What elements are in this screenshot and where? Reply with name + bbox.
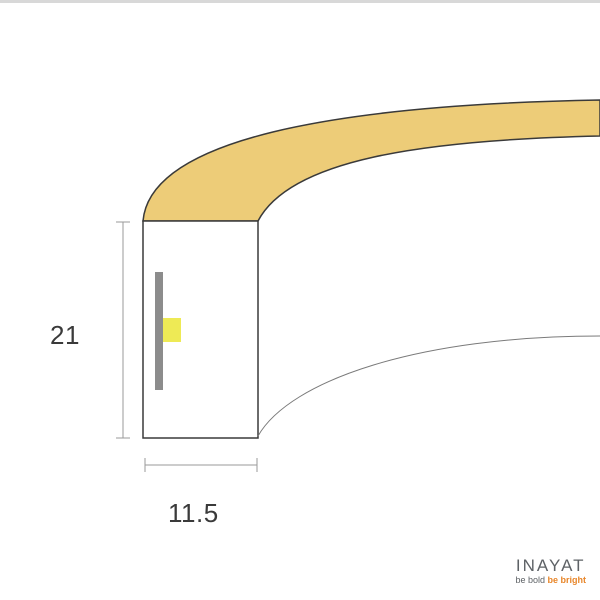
profile-bottom-curve xyxy=(257,335,600,437)
diffuser-top xyxy=(142,99,600,222)
brand-tagline-part1: be bold xyxy=(515,575,548,585)
pcb-strip xyxy=(155,272,163,390)
width-dimension-line xyxy=(144,458,258,472)
height-dimension-line xyxy=(116,221,130,439)
top-rule xyxy=(0,0,600,3)
led-chip xyxy=(163,318,181,342)
brand-logo: INAYAT be bold be bright xyxy=(515,557,586,586)
brand-tagline: be bold be bright xyxy=(515,575,586,586)
height-dimension-label: 21 xyxy=(50,320,80,350)
brand-name: INAYAT xyxy=(515,556,586,575)
brand-tagline-part2: be bright xyxy=(547,575,587,585)
width-dimension-label: 11.5 xyxy=(168,498,219,528)
